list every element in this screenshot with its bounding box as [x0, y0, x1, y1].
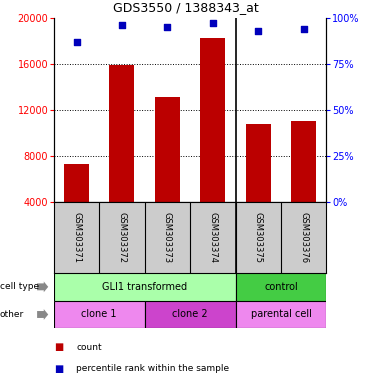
- Bar: [64, 164, 89, 202]
- Text: GDS3550 / 1388343_at: GDS3550 / 1388343_at: [113, 1, 258, 14]
- Bar: [155, 97, 180, 202]
- Point: [73, 38, 79, 45]
- Text: GSM303376: GSM303376: [299, 212, 308, 263]
- Text: GSM303372: GSM303372: [118, 212, 127, 263]
- Point: [210, 20, 216, 26]
- Bar: [54, 273, 236, 301]
- Bar: [236, 273, 326, 301]
- Bar: [246, 124, 271, 202]
- Bar: [145, 301, 236, 328]
- Text: cell type: cell type: [0, 282, 39, 291]
- Point: [255, 28, 261, 34]
- Point: [164, 24, 170, 30]
- Text: ■: ■: [54, 342, 63, 352]
- Text: GSM303375: GSM303375: [254, 212, 263, 263]
- Text: clone 1: clone 1: [82, 310, 117, 319]
- Text: count: count: [76, 343, 102, 352]
- Text: other: other: [0, 310, 24, 319]
- Text: GSM303373: GSM303373: [163, 212, 172, 263]
- Text: clone 2: clone 2: [172, 310, 208, 319]
- Bar: [109, 65, 134, 202]
- Bar: [200, 38, 225, 202]
- Text: GLI1 transformed: GLI1 transformed: [102, 282, 187, 292]
- Text: GSM303371: GSM303371: [72, 212, 81, 263]
- Bar: [291, 121, 316, 202]
- Point: [119, 22, 125, 28]
- Text: percentile rank within the sample: percentile rank within the sample: [76, 364, 229, 373]
- Text: parental cell: parental cell: [250, 310, 312, 319]
- Text: control: control: [264, 282, 298, 292]
- Bar: [236, 301, 326, 328]
- Bar: [54, 301, 145, 328]
- Text: GSM303374: GSM303374: [209, 212, 217, 263]
- Text: ■: ■: [54, 364, 63, 374]
- Point: [301, 26, 307, 32]
